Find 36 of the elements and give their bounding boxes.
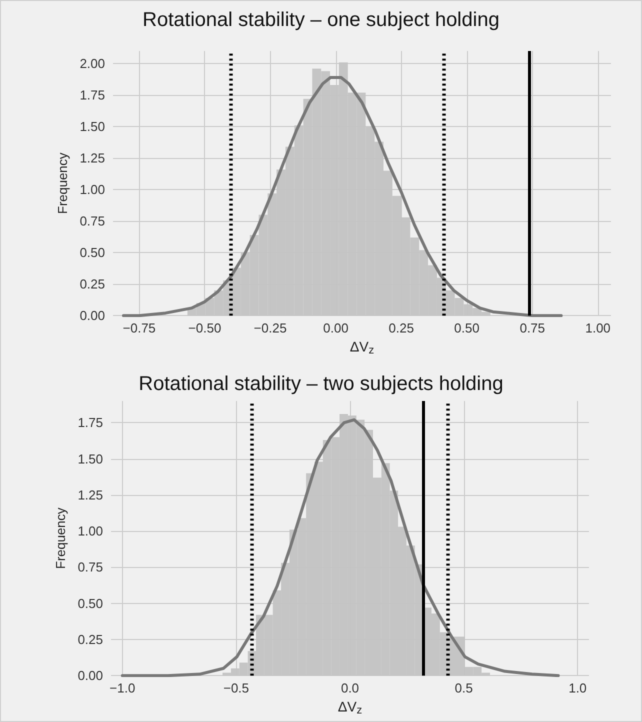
x-tick-label: 0.00 [323,320,348,336]
y-tick-label: 1.50 [78,451,103,466]
y-tick-label: 1.25 [80,150,105,166]
x-tick-label: −0.5 [223,680,250,696]
y-tick-label: 0.00 [80,308,105,324]
x-tick-label: −0.75 [122,320,156,336]
y-tick-label: 0.75 [80,214,105,229]
x-tick-label: 0.50 [454,320,480,336]
y-tick-label: 0.50 [80,245,105,260]
y-tick-label: 0.25 [80,276,105,292]
line-series [122,76,563,318]
y-tick-label: 0.25 [78,632,103,647]
x-tick-label: 0.25 [388,320,414,336]
y-tick-label: 1.00 [80,182,105,198]
x-tick-label: −1.0 [110,680,136,696]
y-tick-label: 1.75 [78,415,103,430]
x-tick-label: −0.25 [254,320,287,336]
y-tick-label: 1.25 [78,487,103,502]
x-tick-label: −0.50 [188,320,222,336]
x-tick-label: 0.5 [454,680,473,696]
x-tick-label: 0.75 [520,320,546,336]
chart-title: Rotational stability – one subject holding [142,9,500,31]
line-series [120,418,560,678]
chart-title: Rotational stability – two subjects holding [138,373,504,395]
y-tick-label: 2.00 [80,56,105,72]
y-tick-label: 1.75 [80,88,105,103]
x-tick-label: 1.00 [585,320,611,336]
y-tick-label: 1.50 [80,119,105,134]
y-axis-title: Frequency [54,152,70,214]
x-tick-label: 0.0 [340,680,360,696]
y-tick-label: 1.00 [78,524,103,539]
y-axis-title: Frequency [52,507,68,570]
y-tick-label: 0.50 [78,596,103,611]
y-tick-label: 0.00 [78,668,103,684]
x-tick-label: 1.0 [568,680,587,696]
y-tick-label: 0.75 [78,560,103,575]
